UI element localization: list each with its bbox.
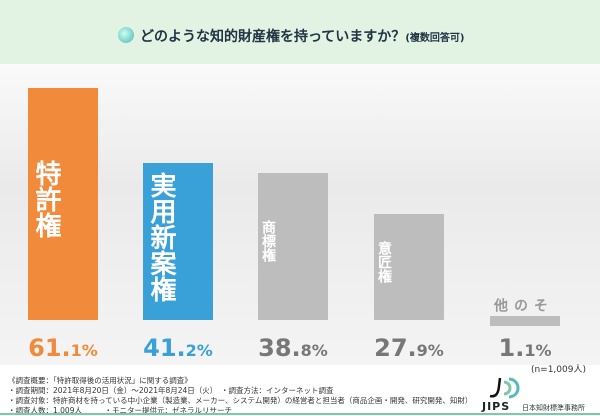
sample-size: (n=1,009人) (530, 365, 586, 375)
jips-logo-icon (484, 374, 524, 404)
header-band: どのような知的財産権を持っていますか？(複数回答可) (0, 0, 600, 64)
bar-4: その他 (490, 298, 560, 326)
value-label: 41.2% (143, 334, 213, 362)
chart-title: どのような知的財産権を持っていますか？(複数回答可) (140, 29, 465, 45)
logo-text: JIPS (482, 400, 511, 413)
bar-label: その他 (492, 297, 548, 312)
note-line: ・調査対象：特許商材を持っている中小企業（製造業、メーカー、システム開発）の経営… (8, 396, 473, 405)
bar-2: 商標権 (258, 172, 328, 320)
value-label: 61.1% (28, 334, 98, 362)
bar-3: 意匠権 (374, 213, 444, 320)
bottom-rule (0, 413, 600, 415)
note-line: ・調査人数：1,009人 ・モニター提供元：ゼネラルリサーチ (8, 406, 232, 415)
note-line: 《調査概要：「特許取得後の活用状況」に関する調査》 (8, 376, 192, 385)
bar-label: 意匠権 (376, 240, 392, 283)
survey-notes: 《調査概要：「特許取得後の活用状況」に関する調査》 ・調査期間：2021年8月2… (8, 376, 472, 416)
value-label: 38.8% (258, 334, 328, 362)
note-line: ・調査期間：2021年8月20日（金）〜2021年8月24日（火） ・調査方法：… (8, 386, 334, 395)
bar-label: 商標権 (260, 220, 276, 263)
bar-0: 特許権 (28, 87, 98, 320)
title-bullet-icon (118, 27, 134, 43)
bar-1: 実用新案権 (143, 163, 213, 320)
value-label: 1.1% (498, 334, 552, 362)
bar-label: 実用新案権 (146, 171, 176, 302)
value-label: 27.9% (374, 334, 444, 362)
organization-name: 日本知財標準事務所 (522, 404, 585, 412)
bar-label: 特許権 (31, 159, 61, 238)
